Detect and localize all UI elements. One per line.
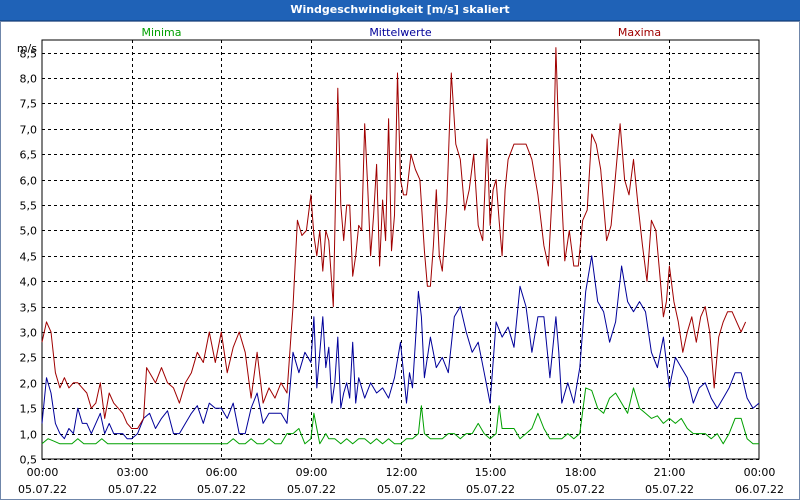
x-tick-time: 18:00 [565, 466, 597, 479]
y-tick-label: 8,5 [20, 48, 38, 61]
x-tick-time: 00:00 [27, 466, 59, 479]
x-tick-date: 05.07.22 [377, 483, 426, 496]
chart-frame: 0,5 1,0 1,5 2,0 2,5 3,0 3,5 4,0 4,5 5,0 5,5 6,0 6,5 7… [0, 21, 800, 500]
x-tick-date: 05.07.22 [18, 483, 67, 496]
x-tick-time: 15:00 [475, 466, 507, 479]
y-tick-label: 6,5 [20, 149, 38, 162]
chart-title-bar: Windgeschwindigkeit [m/s] skaliert [0, 0, 800, 21]
series-layer [41, 47, 760, 445]
x-tick-date: 05.07.22 [287, 483, 336, 496]
y-tick-label: 6,0 [20, 175, 38, 188]
series-line-minima [41, 387, 759, 445]
y-tick-label: 1,0 [20, 429, 38, 442]
y-tick-label: 7,5 [20, 98, 38, 111]
y-tick-label: 0,5 [20, 454, 38, 467]
y-tick-label: 4,0 [20, 276, 38, 289]
wind-speed-chart: 0,5 1,0 1,5 2,0 2,5 3,0 3,5 4,0 4,5 5,0 5,5 6,0 6,5 7… [17, 26, 784, 496]
plot-border [41, 39, 760, 460]
y-tick-label: 3,0 [20, 327, 38, 340]
series-line-mittelwerte [41, 255, 760, 440]
y-tick-label: 2,5 [20, 352, 38, 365]
y-tick-label: 1,5 [20, 403, 38, 416]
x-tick-time: 03:00 [117, 466, 149, 479]
x-tick-time: 06:00 [206, 466, 238, 479]
y-tick-label: 8,0 [20, 73, 38, 86]
y-tick-label: 4,5 [20, 251, 38, 264]
series-line-maxima [41, 47, 747, 429]
chart-title: Windgeschwindigkeit [m/s] skaliert [290, 3, 510, 16]
x-tick-time: 12:00 [386, 466, 418, 479]
x-tick-date: 05.07.22 [466, 483, 515, 496]
y-tick-label: 5,5 [20, 200, 38, 213]
axis-layer: 0,5 1,0 1,5 2,0 2,5 3,0 3,5 4,0 4,5 5,0 5,5 6,0 6,5 7… [17, 42, 784, 496]
x-tick-time: 21:00 [654, 466, 686, 479]
x-tick-date: 06.07.22 [735, 483, 784, 496]
y-tick-label: 2,0 [20, 378, 38, 391]
legend-item-maxima: Maxima [618, 26, 661, 39]
x-tick-time: 09:00 [296, 466, 328, 479]
y-tick-label: 5,0 [20, 225, 38, 238]
y-tick-label: 7,0 [20, 124, 38, 137]
x-tick-date: 05.07.22 [645, 483, 694, 496]
y-axis-label: m/s [17, 42, 37, 55]
grid-layer [42, 40, 759, 460]
x-tick-time: 00:00 [744, 466, 776, 479]
y-tick-label: 3,5 [20, 302, 38, 315]
legend-item-minima: Minima [141, 26, 181, 39]
legend-layer: Minima Mittelwerte Maxima [141, 26, 661, 39]
x-tick-date: 05.07.22 [556, 483, 605, 496]
x-tick-date: 05.07.22 [108, 483, 157, 496]
legend-item-mittelwerte: Mittelwerte [369, 26, 432, 39]
x-tick-date: 05.07.22 [197, 483, 246, 496]
